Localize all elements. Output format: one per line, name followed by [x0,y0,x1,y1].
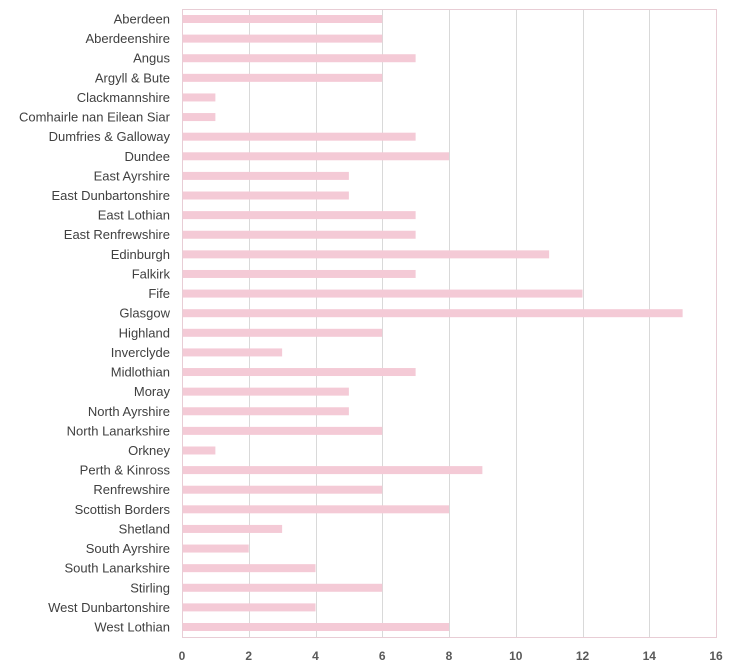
plot-area-border [182,9,717,638]
x-tick-label: 8 [446,649,453,663]
category-label: Stirling [130,580,170,595]
category-label: Moray [134,384,171,399]
bar [182,113,216,122]
category-label: Scottish Borders [75,502,171,517]
bar [182,505,449,514]
category-label: Argyll & Bute [95,70,170,85]
bar [182,583,383,592]
bar [182,426,383,435]
category-label: North Ayrshire [88,404,170,419]
category-labels: Aberdeen Aberdeenshire Angus Argyll & Bute C… [19,12,171,635]
bar [182,466,483,475]
bar [182,564,316,573]
x-tick-labels: 0 2 4 6 8 10 12 14 16 [179,649,723,663]
x-tick-label: 0 [179,649,186,663]
category-label: East Lothian [98,208,170,223]
category-label: Dumfries & Galloway [49,129,171,144]
bar [182,269,416,278]
category-label: West Dunbartonshire [48,600,170,615]
bar [182,485,383,494]
category-label: East Dunbartonshire [51,188,170,203]
category-label: Shetland [119,521,170,536]
category-label: Midlothian [111,365,170,380]
bar [182,152,449,161]
x-tick-label: 2 [245,649,252,663]
bar [182,73,383,82]
x-tick-label: 10 [509,649,523,663]
x-tick-label: 6 [379,649,386,663]
bar [182,309,683,318]
category-label: East Renfrewshire [64,227,170,242]
bar [182,328,383,337]
category-label: Falkirk [132,266,171,281]
bar [182,211,416,220]
category-label: Orkney [128,443,170,458]
category-label: Clackmannshire [77,90,170,105]
category-label: South Ayrshire [86,541,170,556]
bar [182,289,583,298]
bars [182,15,683,631]
category-label: Comhairle nan Eilean Siar [19,110,171,125]
bar [182,446,216,455]
bar [182,387,349,396]
category-label: North Lanarkshire [67,423,170,438]
bar [182,93,216,102]
bar [182,348,283,357]
bar [182,54,416,63]
category-label: Aberdeen [114,12,170,27]
category-label: Glasgow [119,306,170,321]
bar [182,603,316,612]
category-label: Dundee [124,149,170,164]
x-tick-label: 4 [312,649,319,663]
category-label: Edinburgh [111,247,170,262]
bar [182,34,383,43]
x-tick-label: 14 [643,649,657,663]
category-label: Aberdeenshire [85,31,170,46]
category-label: Fife [148,286,170,301]
bar [182,15,383,23]
bar [182,250,550,259]
category-label: West Lothian [94,620,170,635]
category-label: South Lanarkshire [64,561,170,576]
category-label: Highland [119,325,170,340]
bar [182,524,283,533]
bar [182,623,449,631]
x-tick-label: 12 [576,649,590,663]
bar [182,368,416,377]
category-label: East Ayrshire [94,168,170,183]
bar [182,191,349,200]
category-label: Perth & Kinross [80,463,171,478]
bar [182,132,416,141]
category-label: Inverclyde [111,345,170,360]
category-label: Angus [133,51,170,66]
category-label: Renfrewshire [93,482,170,497]
x-tick-label: 16 [709,649,723,663]
bar [182,407,349,416]
gridlines [249,9,717,637]
bar [182,544,249,553]
bar [182,171,349,180]
bar [182,230,416,239]
